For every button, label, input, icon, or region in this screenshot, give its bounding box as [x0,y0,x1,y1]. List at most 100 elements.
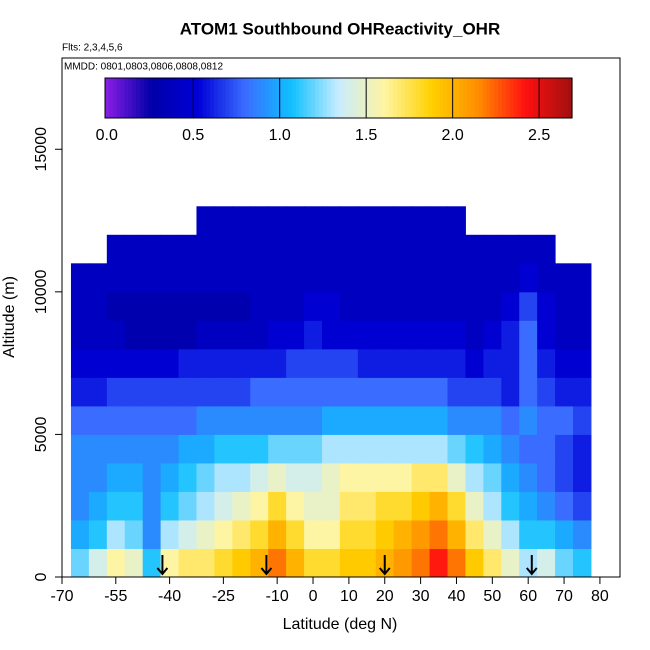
heat-cell [555,348,574,378]
heat-cell [375,519,395,549]
colorbar-segment [564,78,569,118]
heat-cell [393,234,413,264]
heat-cell [483,519,502,549]
heat-cell [393,491,413,521]
heat-cell [178,405,197,435]
heat-cell [573,548,592,578]
heat-cell [160,405,180,435]
heat-cell [519,320,538,350]
colorbar-segment [505,78,511,118]
heat-cell [88,519,108,549]
heat-cell [232,405,251,435]
heat-cell [411,462,431,492]
heat-cell [88,434,108,464]
heat-cell [160,291,180,321]
heat-cell [573,462,592,492]
heat-cell [142,491,162,521]
heat-cell [393,348,413,378]
colorbar-segment [342,78,347,118]
colorbar-segment [268,78,273,118]
colorbar-segment [171,78,176,118]
heat-cell [375,263,395,293]
heat-cell [70,348,90,378]
heat-cell [411,206,431,236]
heat-cell [393,291,413,321]
heat-cell [268,405,287,435]
y-tick-label: 15000 [33,127,50,172]
heat-cell [232,320,251,350]
heat-cell [178,291,197,321]
colorbar-segment [525,78,530,118]
heat-cell [375,491,395,521]
heat-cell [106,462,126,492]
heat-cell [573,434,592,464]
colorbar-segment [416,78,421,118]
colorbar-segment [346,78,351,118]
heat-cell [429,348,449,378]
colorbar-segment [319,78,324,118]
x-tick-label: 40 [448,588,466,605]
heat-cell [519,234,538,264]
heat-cell [196,291,215,321]
heat-cell [286,263,305,293]
colorbar-segment [373,78,379,118]
heat-cell [357,234,377,264]
colorbar-segment [396,78,402,118]
heat-cell [232,491,251,521]
heat-cell [519,462,538,492]
heat-cell [124,263,144,293]
heat-cell [465,405,484,435]
heat-cell [124,405,144,435]
heat-cell [519,263,538,293]
heat-cell [519,548,538,578]
heat-cell [411,291,431,321]
colorbar-frame [104,77,573,119]
heat-cell [250,263,269,293]
heat-cell [483,548,502,578]
heat-cell [196,377,215,407]
heat-cell [483,405,502,435]
heat-cell [411,519,431,549]
colorbar-segment [221,78,227,118]
heat-cell [429,320,449,350]
heat-cell [537,263,556,293]
colorbar-segment [560,78,565,118]
heat-cell [142,462,162,492]
heat-cell [447,434,466,464]
heat-cell [142,519,162,549]
heat-cell [70,548,90,578]
heat-cell [124,519,144,549]
heat-cell [375,405,395,435]
heat-cell [447,548,466,578]
x-tick-label: -55 [104,588,127,605]
heat-cell [375,462,395,492]
colorbar-segment [264,78,270,118]
colorbar-segment [389,78,394,118]
heat-cell [501,263,520,293]
colorbar-segment [540,78,546,118]
marker-arrow [260,555,273,576]
heat-cell [321,320,341,350]
heat-cell [501,234,520,264]
heat-cell [465,462,484,492]
heat-cell [214,519,233,549]
colorbar-tick-label: 0.5 [182,127,204,144]
heat-cell [519,405,538,435]
heat-cell [304,263,323,293]
heat-cell [339,405,359,435]
heat-cell [555,548,574,578]
heat-cell [70,291,90,321]
colorbar-segment [213,78,219,118]
heat-cell [357,462,377,492]
heat-cell [232,291,251,321]
colorbar-segment [381,78,386,118]
x-tick-label: -40 [158,588,181,605]
colorbar-segment [490,78,495,118]
colorbar-segment [241,78,246,118]
colorbar-segment [455,78,460,118]
heat-cell [537,491,556,521]
colorbar-segment [443,78,449,118]
colorbar-segment [544,78,550,118]
heat-cell [70,434,90,464]
